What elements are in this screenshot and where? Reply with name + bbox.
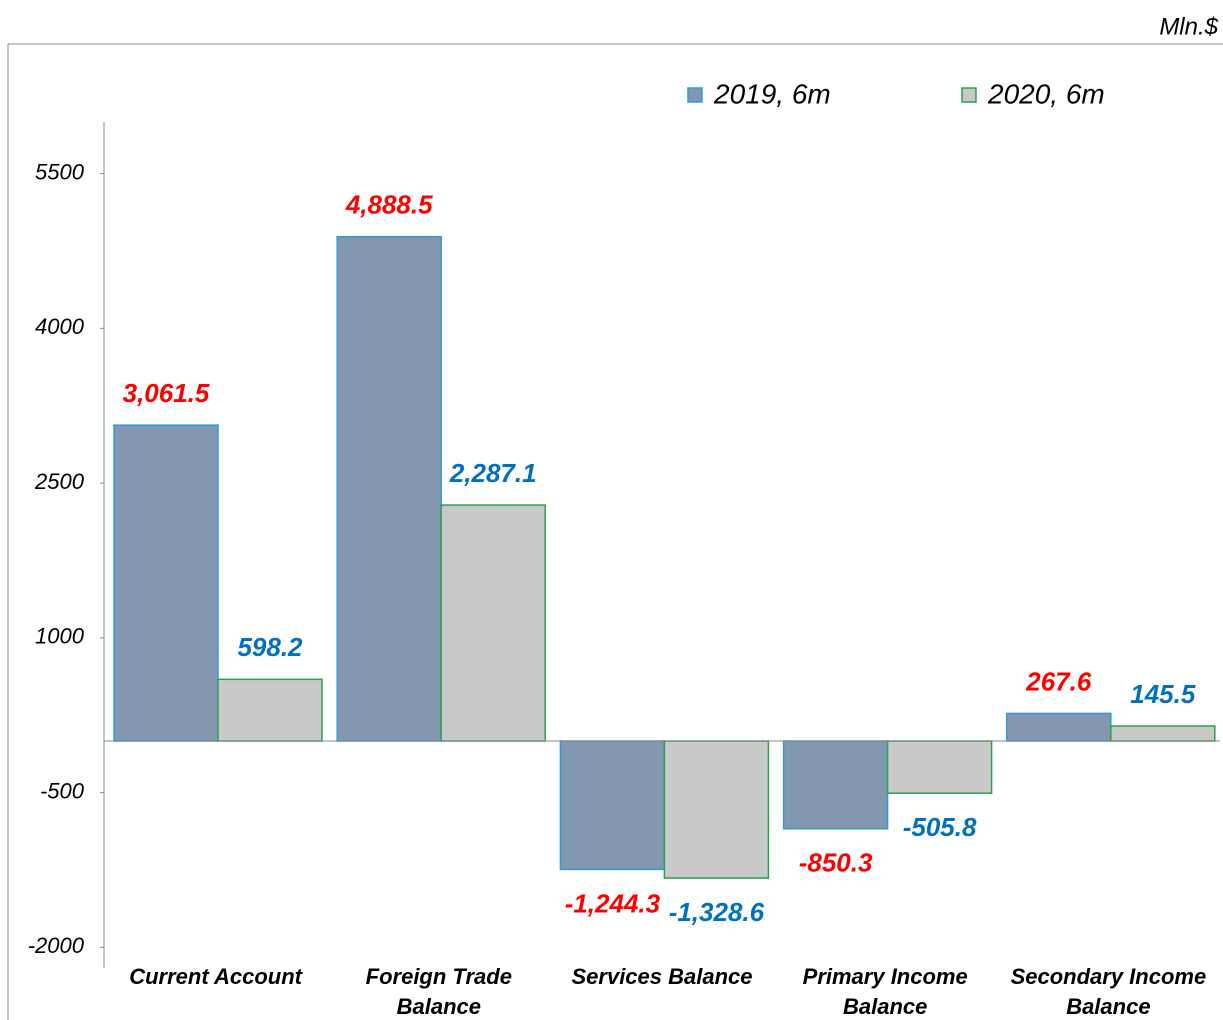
bar	[217, 678, 323, 742]
bar	[1006, 712, 1112, 742]
bar	[440, 504, 546, 742]
bar	[336, 235, 442, 742]
legend-label: 2020, 6m	[987, 78, 1105, 109]
value-label: 267.6	[1025, 666, 1092, 696]
x-tick-label: Primary Income Balance	[802, 964, 968, 1019]
value-label: 3,061.5	[123, 378, 210, 408]
y-tick-label: -500	[40, 778, 85, 803]
y-tick-label: 2500	[34, 469, 85, 494]
legend-swatch	[687, 87, 703, 103]
x-tick-label: Secondary Income Balance	[1010, 964, 1207, 1019]
unit-label: Mln.$	[1159, 13, 1218, 40]
bar	[782, 740, 889, 830]
y-tick-label: 5500	[35, 159, 85, 184]
value-label: -850.3	[799, 848, 873, 878]
y-tick-label: 4000	[35, 314, 85, 339]
x-tick-label: Foreign Trade Balance	[365, 964, 512, 1019]
bar	[886, 740, 993, 794]
y-tick-label: 1000	[35, 624, 85, 649]
value-label: 4,888.5	[345, 190, 433, 220]
value-label: 598.2	[237, 632, 303, 662]
x-tick-label: Current Account	[129, 964, 302, 989]
bar	[663, 740, 770, 879]
value-label: -1,328.6	[669, 897, 765, 927]
x-tick-label: Services Balance	[571, 964, 753, 989]
legend-swatch	[961, 87, 977, 103]
value-label: 145.5	[1130, 679, 1196, 709]
value-label: 2,287.1	[449, 458, 537, 488]
bar	[1110, 725, 1216, 742]
value-label: -1,244.3	[565, 888, 661, 918]
value-label: -505.8	[903, 812, 977, 842]
bar	[113, 424, 219, 742]
y-tick-label: -2000	[28, 933, 85, 958]
legend-label: 2019, 6m	[713, 78, 831, 109]
bar	[559, 740, 666, 871]
